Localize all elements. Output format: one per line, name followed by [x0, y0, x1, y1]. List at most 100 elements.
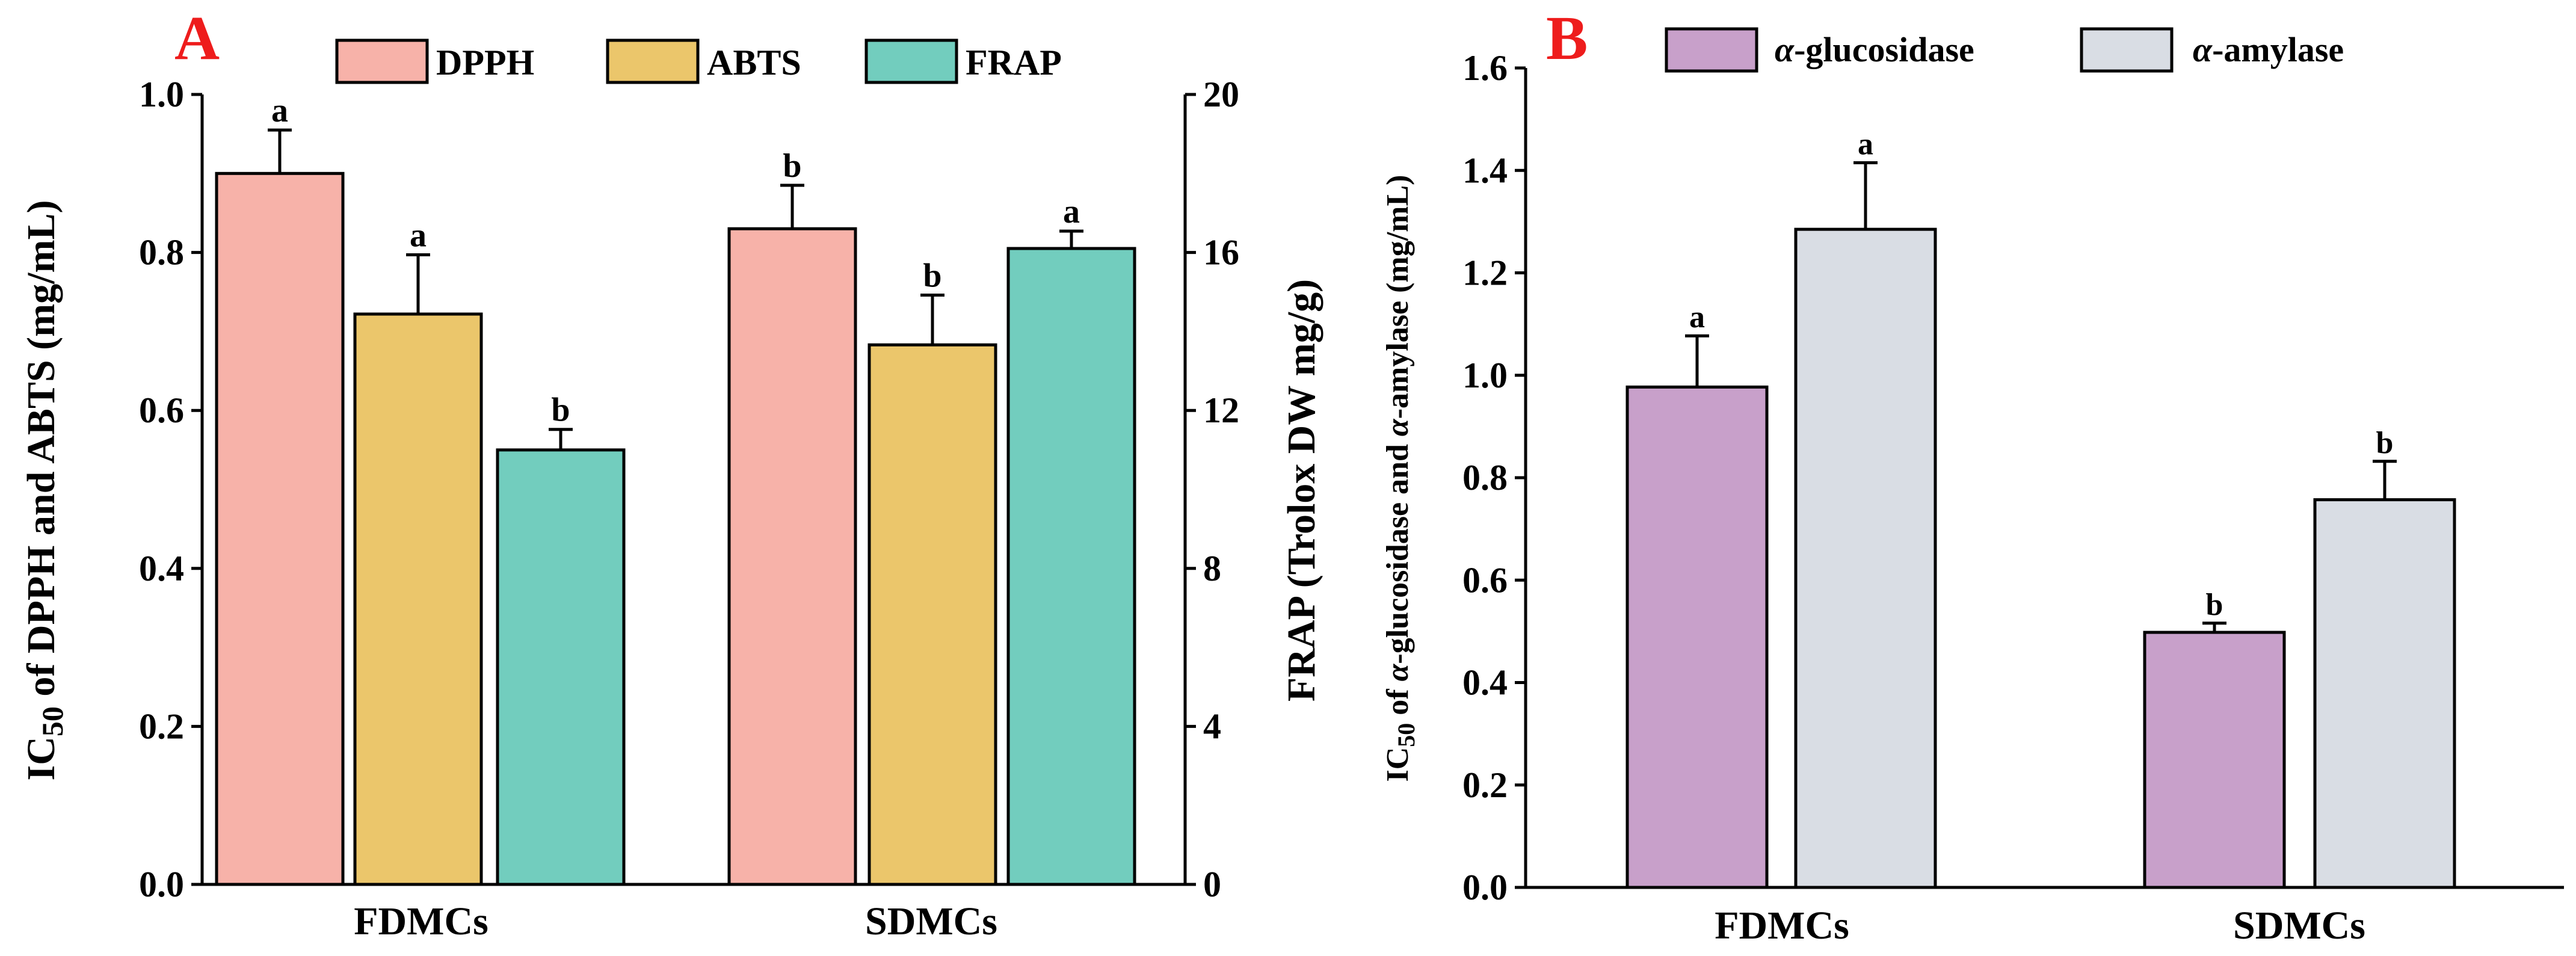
y2-tick-label: 16 — [1203, 233, 1239, 273]
bar-abts-sdmcs: b — [867, 258, 997, 886]
panel-letter: B — [1546, 4, 1588, 73]
y-tick: 1.2 — [1462, 253, 1526, 293]
sig-letter: b — [2206, 588, 2223, 622]
bar-rect — [2313, 498, 2456, 889]
y-tick-label: 1.0 — [139, 75, 184, 114]
sig-letter: b — [2376, 426, 2394, 460]
y-tick: 0.0 — [139, 865, 202, 904]
x-category-label: FDMCs — [354, 899, 488, 943]
y-tick-label: 0.4 — [139, 549, 184, 588]
y2-tick-label: 20 — [1203, 75, 1239, 114]
legend-label-alpha-glucosidase: α-glucosidase — [1775, 30, 1974, 69]
bar-frap-fdmcs: b — [496, 392, 626, 886]
y-tick-label: 0.0 — [139, 865, 184, 904]
y-tick-label: 0.2 — [1462, 765, 1508, 805]
y-tick-label: 1.0 — [1462, 356, 1508, 395]
y2-axis-title: FRAP (Trolox DW mg/g) — [1280, 279, 1323, 702]
y-axis-title: IC50 of DPPH and ABTS (mg/mL) — [19, 200, 69, 781]
sig-letter: a — [1063, 193, 1080, 230]
bar-dpph-sdmcs: b — [727, 147, 857, 886]
y-tick-label: 1.6 — [1462, 48, 1508, 88]
y-tick: 0.4 — [139, 549, 202, 588]
bar-group-fdmcs: a a — [1625, 127, 1937, 889]
y2-tick: 0 — [1185, 865, 1221, 904]
bar-alpha-amylase-fdmcs: a — [1794, 127, 1937, 889]
y-tick-label: 1.2 — [1462, 253, 1508, 293]
bar-rect — [1794, 227, 1937, 889]
legend-swatch-alpha-glucosidase — [1665, 27, 1758, 73]
bar-rect — [1006, 247, 1136, 886]
y-tick: 1.4 — [1462, 150, 1526, 190]
y-tick-label: 0.0 — [1462, 868, 1508, 907]
x-category-label: SDMCs — [2233, 904, 2365, 948]
sig-letter: b — [551, 392, 570, 429]
sig-letter: b — [783, 147, 801, 185]
bar-abts-fdmcs: a — [353, 217, 483, 886]
y-tick: 0.2 — [1462, 765, 1526, 805]
y-tick-label: 0.2 — [139, 706, 184, 746]
bar-alpha-amylase-sdmcs: b — [2313, 426, 2456, 889]
legend-swatch-frap — [864, 39, 958, 84]
y-tick: 1.6 — [1462, 48, 1526, 88]
bar-rect — [1625, 385, 1769, 889]
legend-swatch-alpha-amylase — [2080, 27, 2174, 73]
bar-frap-sdmcs: a — [1006, 193, 1136, 886]
bar-rect — [353, 312, 483, 886]
legend: DPPH ABTS FRAP — [335, 39, 1062, 84]
y-tick: 0.0 — [1462, 868, 1526, 907]
bar-rect — [496, 448, 626, 886]
y2-tick: 16 — [1185, 233, 1239, 273]
legend-label-frap: FRAP — [966, 43, 1062, 82]
y-axis-title: IC50 of α-glucosidase and α-amylase (mg/… — [1381, 174, 1420, 782]
y-ticks-right: 0 4 8 12 16 20 — [1185, 75, 1239, 904]
y2-tick: 8 — [1185, 549, 1221, 588]
y2-tick: 12 — [1185, 390, 1239, 430]
y-tick-label: 1.4 — [1462, 150, 1508, 190]
bar-alpha-glucosidase-fdmcs: a — [1625, 300, 1769, 889]
bar-alpha-glucosidase-sdmcs: b — [2143, 588, 2286, 889]
legend: α-glucosidase α-amylase — [1665, 27, 2344, 73]
sig-letter: a — [1689, 300, 1705, 335]
legend-label-abts: ABTS — [707, 43, 801, 82]
y2-tick: 20 — [1185, 75, 1239, 114]
legend-swatch-dpph — [335, 39, 429, 84]
sig-letter: a — [271, 92, 288, 129]
y-tick: 0.4 — [1462, 663, 1526, 703]
y2-tick: 4 — [1185, 706, 1221, 746]
y-ticks-left: 0.0 0.2 0.4 0.6 0.8 1.0 — [139, 75, 202, 904]
x-category-label: SDMCs — [865, 899, 997, 943]
sig-letter: a — [410, 217, 427, 254]
y-tick-label: 0.8 — [139, 233, 184, 273]
x-category-label: FDMCs — [1715, 904, 1849, 948]
sig-letter: b — [923, 258, 941, 295]
y-tick-label: 0.8 — [1462, 458, 1508, 498]
bar-group-fdmcs: a a b — [215, 92, 626, 886]
y-tick: 0.8 — [139, 233, 202, 273]
y-tick: 1.0 — [1462, 356, 1526, 395]
y2-tick-label: 8 — [1203, 549, 1221, 588]
y2-tick-label: 12 — [1203, 390, 1239, 430]
bar-dpph-fdmcs: a — [215, 92, 345, 886]
panel-a: A DPPH ABTS FRAP 0.0 0.2 0.4 0.6 0.8 1.0 — [19, 4, 1323, 943]
y-tick-label: 0.6 — [139, 390, 184, 430]
bar-rect — [867, 343, 997, 886]
legend-label-alpha-amylase: α-amylase — [2193, 30, 2344, 69]
bar-rect — [215, 171, 345, 886]
y2-tick-label: 4 — [1203, 706, 1221, 746]
y2-tick-label: 0 — [1203, 865, 1221, 904]
y-ticks: 0.0 0.2 0.4 0.6 0.8 1.0 1.2 1.4 1.6 — [1462, 48, 1526, 907]
bar-rect — [727, 227, 857, 886]
y-tick-label: 0.6 — [1462, 560, 1508, 600]
y-tick: 0.6 — [139, 390, 202, 430]
y-tick: 1.0 — [139, 75, 202, 114]
legend-label-dpph: DPPH — [436, 43, 534, 82]
legend-swatch-abts — [606, 39, 700, 84]
y-tick: 0.2 — [139, 706, 202, 746]
panel-letter: A — [174, 4, 220, 73]
sig-letter: a — [1858, 127, 1873, 161]
y-tick-label: 0.4 — [1462, 663, 1508, 703]
bar-group-sdmcs: b b — [2143, 426, 2456, 889]
y-tick: 0.8 — [1462, 458, 1526, 498]
bar-group-sdmcs: b b a — [727, 147, 1136, 886]
